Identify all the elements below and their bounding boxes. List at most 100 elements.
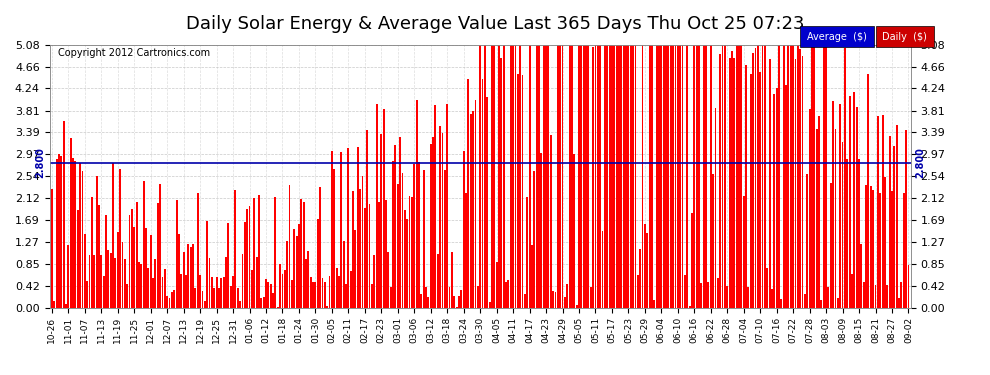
- Text: Daily  ($): Daily ($): [882, 32, 928, 42]
- Bar: [754, 48, 756, 308]
- Bar: [651, 45, 652, 308]
- Bar: [58, 154, 59, 308]
- Bar: [460, 290, 462, 308]
- Bar: [816, 129, 818, 308]
- Bar: [790, 45, 792, 308]
- Bar: [77, 210, 78, 308]
- Bar: [154, 259, 156, 308]
- Bar: [124, 259, 126, 308]
- Bar: [248, 206, 250, 308]
- Bar: [244, 222, 246, 308]
- Bar: [272, 292, 274, 308]
- Bar: [204, 301, 206, 307]
- Bar: [159, 184, 161, 308]
- Bar: [296, 236, 298, 308]
- Bar: [828, 287, 830, 308]
- Bar: [356, 147, 358, 308]
- Bar: [146, 228, 147, 308]
- Bar: [806, 174, 808, 308]
- Bar: [559, 45, 561, 308]
- Bar: [354, 230, 356, 308]
- Bar: [440, 126, 442, 308]
- Bar: [625, 45, 627, 308]
- Text: Average  ($): Average ($): [807, 32, 867, 42]
- Bar: [284, 270, 286, 308]
- Bar: [653, 300, 655, 307]
- Bar: [611, 45, 613, 308]
- Bar: [152, 278, 154, 308]
- Bar: [387, 252, 389, 308]
- Bar: [867, 74, 869, 308]
- Bar: [814, 45, 815, 308]
- Bar: [425, 287, 427, 308]
- Bar: [517, 74, 519, 308]
- Bar: [55, 159, 57, 308]
- Bar: [293, 229, 295, 308]
- Bar: [423, 170, 425, 308]
- Bar: [240, 301, 241, 307]
- Bar: [453, 296, 455, 307]
- Bar: [368, 204, 370, 308]
- Bar: [223, 277, 225, 308]
- Bar: [253, 198, 255, 308]
- Bar: [646, 233, 648, 308]
- Text: Copyright 2012 Cartronics.com: Copyright 2012 Cartronics.com: [58, 48, 210, 58]
- Bar: [573, 154, 575, 308]
- Bar: [515, 45, 517, 308]
- Bar: [385, 200, 387, 308]
- Bar: [262, 297, 264, 307]
- Bar: [848, 96, 850, 308]
- Bar: [700, 282, 702, 308]
- Bar: [421, 294, 423, 308]
- Bar: [891, 191, 893, 308]
- Bar: [491, 45, 493, 308]
- Bar: [107, 250, 109, 307]
- Bar: [156, 203, 158, 308]
- Bar: [677, 45, 679, 308]
- Bar: [91, 196, 93, 308]
- Bar: [727, 286, 729, 308]
- Bar: [418, 162, 420, 308]
- Bar: [524, 294, 526, 308]
- Bar: [686, 45, 688, 308]
- Bar: [742, 196, 744, 308]
- Bar: [642, 45, 644, 308]
- Bar: [250, 270, 252, 308]
- Text: 2.800: 2.800: [915, 147, 925, 178]
- Bar: [180, 274, 182, 308]
- Bar: [329, 276, 331, 308]
- Bar: [397, 184, 399, 308]
- Bar: [202, 291, 203, 308]
- Bar: [86, 281, 88, 308]
- Bar: [237, 288, 239, 308]
- Bar: [604, 45, 606, 308]
- Bar: [536, 45, 538, 308]
- Bar: [795, 58, 796, 308]
- Bar: [413, 164, 415, 308]
- Bar: [905, 130, 907, 308]
- Bar: [187, 244, 189, 308]
- Bar: [757, 45, 758, 308]
- Bar: [811, 45, 813, 308]
- Bar: [361, 176, 363, 308]
- Bar: [842, 141, 843, 308]
- Bar: [489, 302, 490, 307]
- Bar: [576, 305, 577, 308]
- Bar: [768, 59, 770, 308]
- Bar: [322, 278, 324, 308]
- Bar: [183, 252, 184, 308]
- Bar: [764, 45, 766, 308]
- Bar: [338, 276, 340, 308]
- Bar: [448, 286, 450, 308]
- Bar: [105, 214, 107, 308]
- Bar: [192, 244, 194, 308]
- Bar: [371, 284, 373, 308]
- Bar: [194, 288, 196, 308]
- Bar: [331, 150, 333, 308]
- Bar: [679, 45, 681, 308]
- Bar: [131, 209, 133, 308]
- Bar: [380, 134, 382, 308]
- Bar: [522, 75, 524, 307]
- Bar: [149, 235, 151, 308]
- Bar: [809, 109, 811, 308]
